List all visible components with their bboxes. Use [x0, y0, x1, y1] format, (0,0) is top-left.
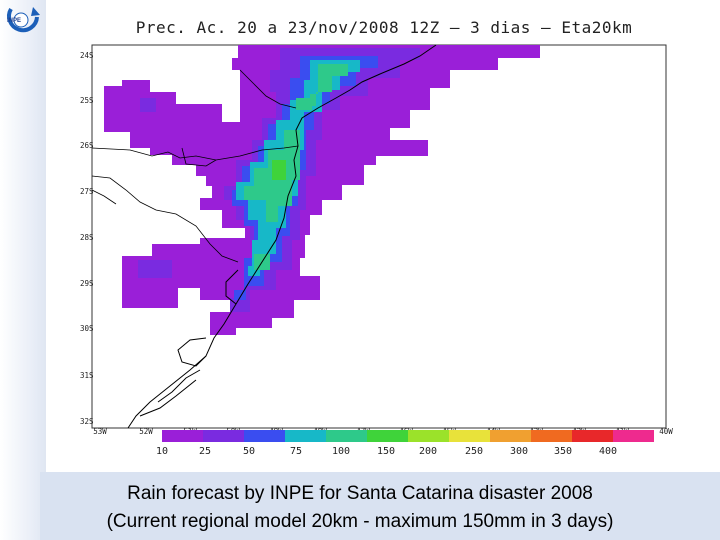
precip-25mm-region	[140, 98, 156, 112]
coastline	[127, 44, 437, 429]
precip-10mm-region	[104, 45, 540, 335]
colorbar-label: 250	[465, 446, 483, 457]
lat-label: 24S	[80, 51, 94, 60]
precip-10mm-region	[212, 140, 258, 160]
state-borders	[91, 69, 299, 263]
colorbar-swatch	[162, 430, 203, 442]
lat-label: 31S	[80, 371, 94, 380]
colorbar-label: 25	[199, 446, 211, 457]
colorbar-label: 150	[377, 446, 395, 457]
colorbar-label: 200	[419, 446, 437, 457]
colorbar-swatch	[408, 430, 449, 442]
precip-25mm-region	[138, 260, 172, 278]
colorbar-swatch	[285, 430, 326, 442]
inpe-logo-icon	[7, 7, 40, 33]
precip-10mm-region	[372, 140, 428, 156]
colorbar-label: 75	[290, 446, 302, 457]
lat-label: 26S	[80, 141, 94, 150]
lat-label: 32S	[80, 417, 94, 426]
colorbar-swatch	[490, 430, 531, 442]
colorbar-label: 10	[156, 446, 168, 457]
colorbar-swatch	[449, 430, 490, 442]
colorbar-swatch	[367, 430, 408, 442]
lat-label: 25S	[80, 96, 94, 105]
inpe-logo: INPE	[3, 3, 41, 37]
map-title: Prec. Ac. 20 a 23/nov/2008 12Z — 3 dias …	[136, 18, 633, 37]
colorbar-label: 300	[510, 446, 528, 457]
precip-field	[104, 45, 540, 335]
lat-label: 28S	[80, 233, 94, 242]
colorbar-swatch	[326, 430, 367, 442]
lon-label: 52W	[139, 427, 153, 436]
caption-box	[40, 472, 720, 540]
colorbar	[162, 430, 654, 442]
colorbar-label: 350	[554, 446, 572, 457]
precip-150mm-region	[272, 160, 286, 180]
slide-left-strip	[0, 0, 46, 540]
colorbar-labels: 10 25 50 75 100 150 200 250 300 350 400	[156, 446, 617, 457]
lat-label: 30S	[80, 324, 94, 333]
colorbar-swatch	[531, 430, 572, 442]
colorbar-label: 100	[332, 446, 350, 457]
caption-line-1: Rain forecast by INPE for Santa Catarina…	[127, 483, 593, 504]
lon-label: 53W	[93, 427, 107, 436]
lat-labels: 24S 25S 26S 27S 28S 29S 30S 31S 32S	[80, 51, 94, 426]
precipitation-map: Prec. Ac. 20 a 23/nov/2008 12Z — 3 dias …	[80, 18, 673, 457]
colorbar-label: 50	[243, 446, 255, 457]
precip-100mm-region	[296, 98, 312, 110]
lat-label: 27S	[80, 187, 94, 196]
lon-label: 40W	[659, 427, 673, 436]
colorbar-swatch	[572, 430, 613, 442]
colorbar-label: 400	[599, 446, 617, 457]
colorbar-swatch	[203, 430, 244, 442]
precip-100mm-region	[310, 64, 348, 106]
colorbar-swatch	[613, 430, 654, 442]
caption-line-2: (Current regional model 20km - maximum 1…	[106, 511, 614, 532]
logo-text: INPE	[7, 18, 22, 24]
lat-label: 29S	[80, 279, 94, 288]
colorbar-swatch	[244, 430, 285, 442]
